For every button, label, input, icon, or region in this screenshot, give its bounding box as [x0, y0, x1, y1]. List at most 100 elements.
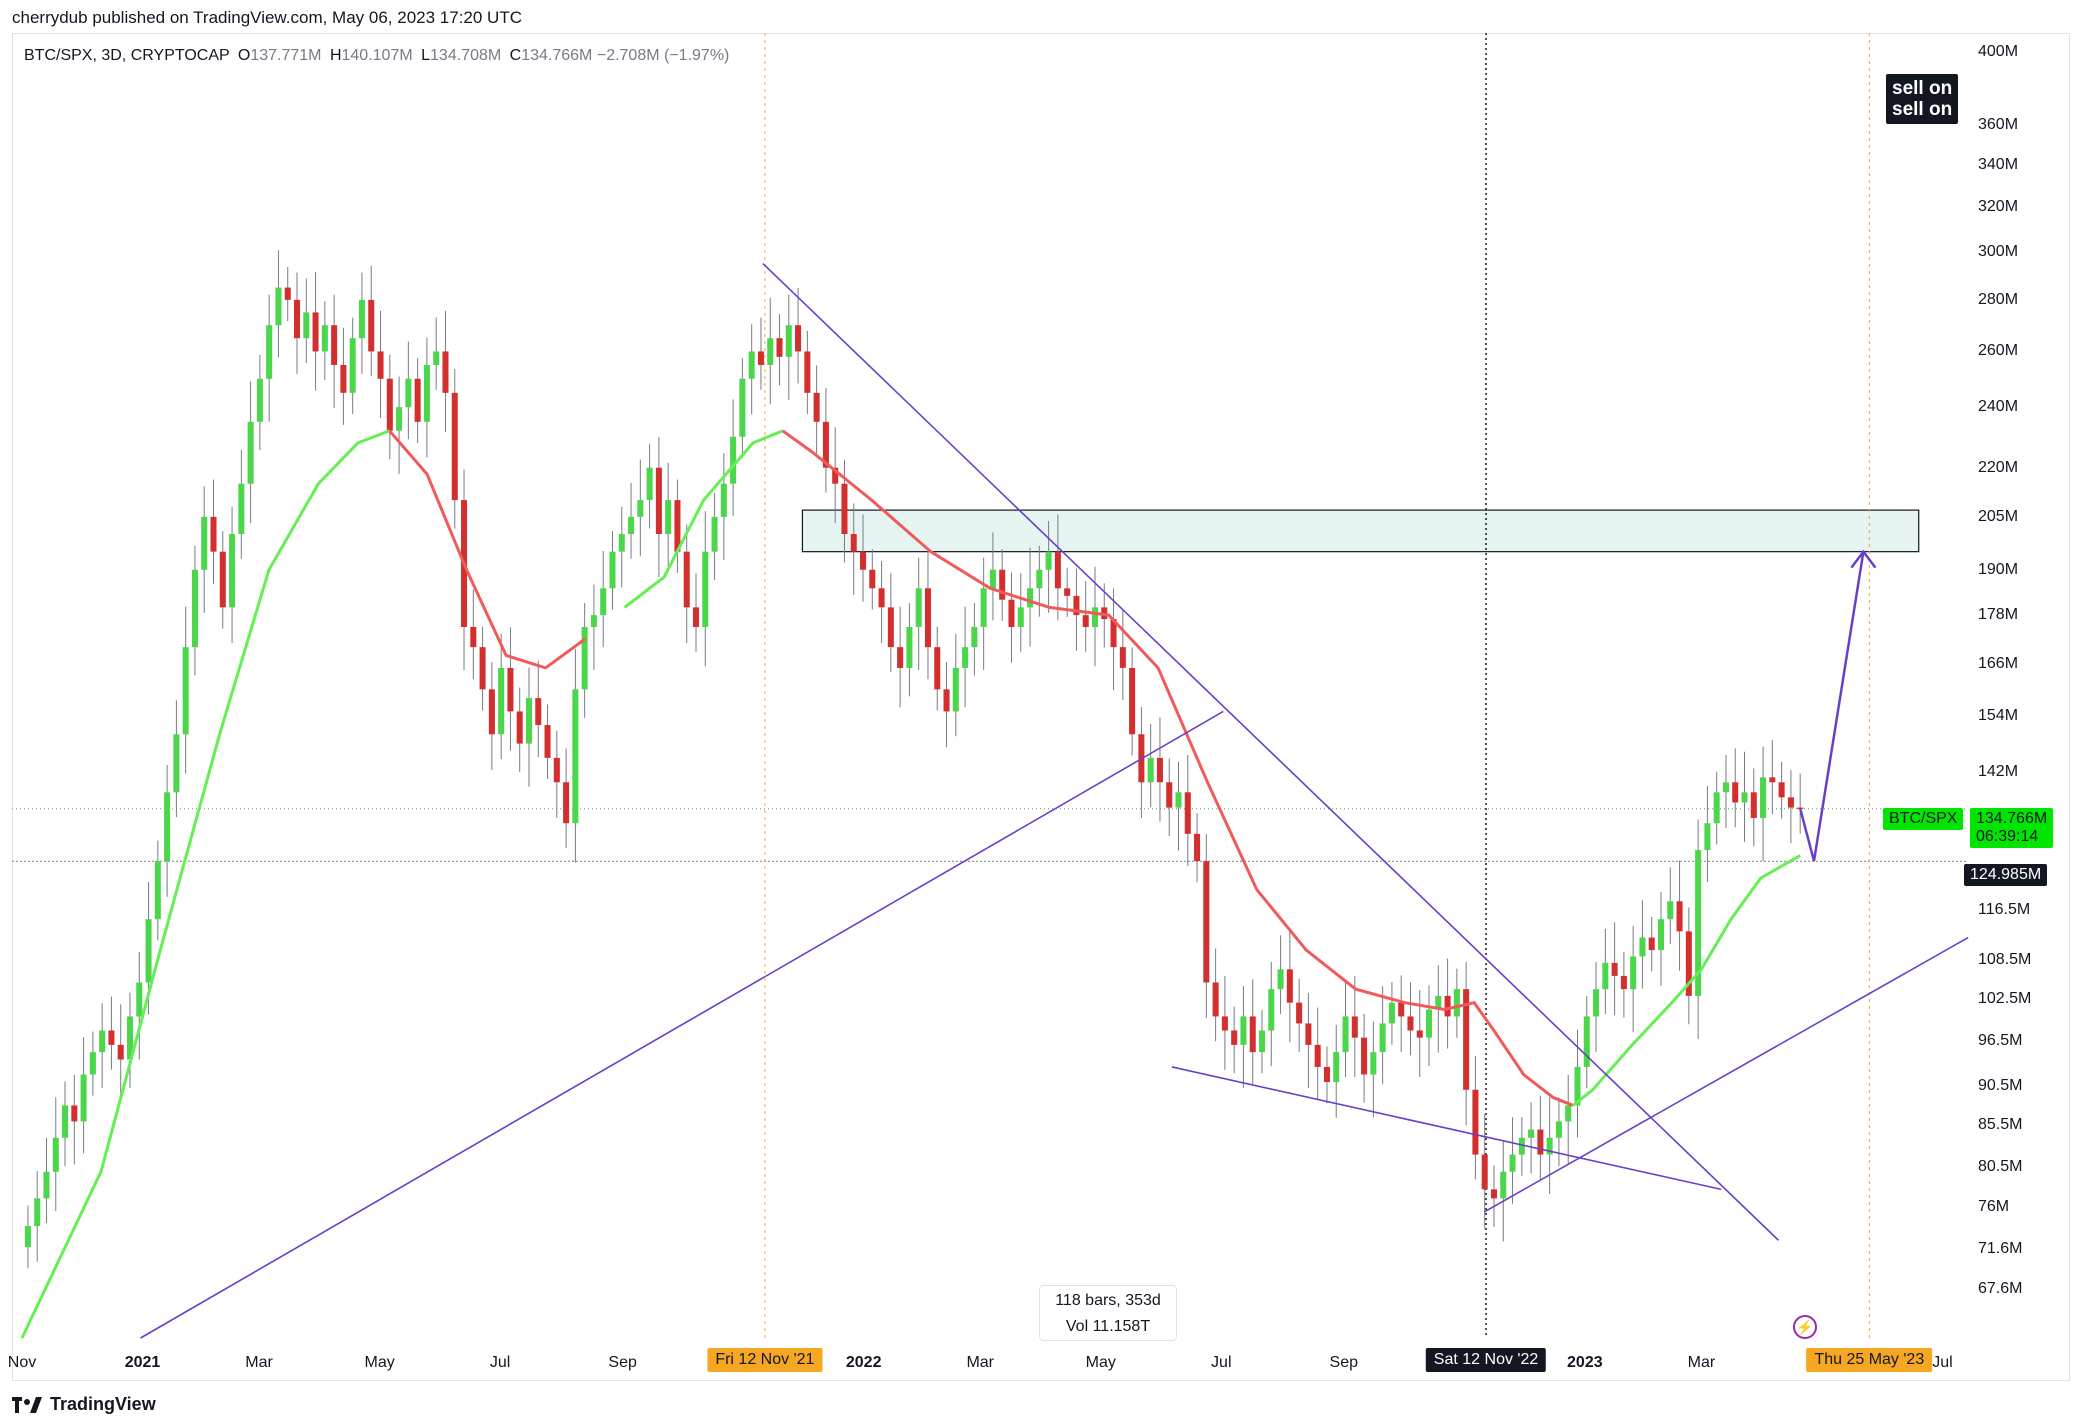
y-tick-label: 260M: [1978, 342, 2019, 360]
candle-body: [646, 467, 653, 501]
candle-body: [525, 698, 532, 744]
candle-body: [182, 647, 189, 735]
candle-body: [164, 792, 171, 862]
candle-body: [34, 1198, 41, 1226]
y-tick-label: 85.5M: [1978, 1116, 2023, 1134]
candle-body: [229, 534, 236, 608]
volume-value: Vol 11.158T: [1065, 1318, 1151, 1335]
candle-body: [1017, 607, 1024, 627]
candle-body: [1518, 1137, 1525, 1155]
candle-body: [897, 647, 904, 668]
candle-body: [1398, 1002, 1405, 1017]
candle-body: [1676, 901, 1683, 932]
chart-frame: [12, 33, 2070, 1381]
candle-body: [312, 312, 319, 352]
y-tick-label: 240M: [1978, 398, 2019, 416]
candle-body: [757, 351, 764, 365]
candle-body: [962, 647, 969, 668]
x-tick-label: Jul: [1932, 1354, 1953, 1371]
candle-body: [1240, 1016, 1247, 1045]
candle-body: [396, 407, 403, 431]
y-tick-label: 154M: [1978, 706, 2019, 724]
candle-body: [934, 647, 941, 690]
candle-body: [1231, 1030, 1238, 1045]
candle-body: [915, 588, 922, 627]
candle-body: [665, 500, 672, 535]
candle-body: [720, 483, 727, 517]
highlighted-date-label: Sat 12 Nov '22: [1425, 1348, 1547, 1372]
candle-body: [860, 551, 867, 570]
candle-body: [516, 711, 523, 744]
candle-body: [1416, 1030, 1423, 1038]
candle-body: [989, 569, 996, 589]
candle-body: [191, 569, 198, 648]
candle-body: [275, 287, 282, 326]
x-tick-label: Jul: [1211, 1354, 1232, 1371]
y-tick-label: 166M: [1978, 654, 2019, 672]
highlighted-date-label: Fri 12 Nov '21: [707, 1348, 823, 1372]
candle-body: [1129, 667, 1136, 735]
lightning-icon[interactable]: ⚡: [1793, 1315, 1817, 1339]
candle-body: [219, 551, 226, 608]
candle-body: [1370, 1052, 1377, 1075]
resistance-zone: [801, 509, 1920, 553]
y-tick-label: 102.5M: [1978, 990, 2032, 1008]
candle-body: [628, 516, 635, 535]
candle-body: [423, 364, 430, 422]
candle-body: [1286, 969, 1293, 1003]
ema-line-up-1: [20, 429, 391, 1339]
candle-body: [1490, 1189, 1497, 1199]
candle-body: [1194, 833, 1201, 862]
candle-body: [1722, 782, 1729, 793]
candle-body: [293, 299, 301, 339]
candle-body: [1565, 1105, 1572, 1122]
candle-body: [154, 861, 161, 920]
candle-body: [43, 1171, 50, 1199]
x-tick-label: May: [1085, 1354, 1116, 1371]
candle-body: [711, 516, 718, 552]
x-tick-label: Jul: [489, 1354, 511, 1371]
candle-body: [1463, 989, 1470, 1090]
candle-body: [24, 1225, 31, 1248]
candle-body: [1648, 937, 1655, 951]
candle-body: [1685, 931, 1692, 996]
candle-body: [256, 378, 263, 422]
candle-body: [1657, 919, 1665, 951]
bars-count: 118 bars, 353d: [1055, 1292, 1161, 1309]
candle-body: [1184, 792, 1191, 834]
candle-body: [1073, 595, 1080, 616]
candle-body: [1435, 995, 1442, 1010]
candle-body: [674, 500, 681, 552]
candle-body: [284, 287, 291, 300]
candle-body: [1147, 757, 1154, 783]
candle-body: [1713, 792, 1720, 824]
legend-close-value: 134.766M: [521, 47, 593, 64]
x-tick-label: May: [364, 1354, 395, 1371]
candle-body: [692, 607, 700, 627]
y-tick-label: 320M: [1978, 197, 2019, 215]
candle-body: [1453, 989, 1460, 1017]
candle-body: [1351, 1016, 1358, 1038]
candle-body: [572, 689, 579, 824]
candle-body: [1212, 982, 1219, 1017]
forecast-path: [1798, 551, 1865, 862]
candle-body: [1166, 782, 1173, 808]
legend-high-value: 140.107M: [341, 47, 413, 64]
candle-body: [730, 436, 737, 484]
ema-line-down-2: [781, 429, 1574, 1107]
candle-body: [1695, 850, 1702, 996]
candle-body: [1528, 1129, 1535, 1138]
candle-body: [1741, 792, 1748, 803]
footer-brand[interactable]: TradingView: [12, 1394, 156, 1415]
candle-body: [776, 338, 783, 357]
legend-close-label: C: [509, 47, 522, 64]
legend-open-label: O: [237, 47, 251, 64]
x-tick-label: Nov: [7, 1354, 37, 1371]
candle-body: [655, 467, 662, 535]
y-tick-label: 71.6M: [1978, 1239, 2023, 1257]
symbol-legend: BTC/SPX, 3D, CRYPTOCAP O137.771M H140.10…: [24, 47, 729, 65]
x-tick-label: Sep: [608, 1354, 637, 1371]
candle-body: [1027, 588, 1034, 608]
y-tick-label: 142M: [1978, 763, 2019, 781]
